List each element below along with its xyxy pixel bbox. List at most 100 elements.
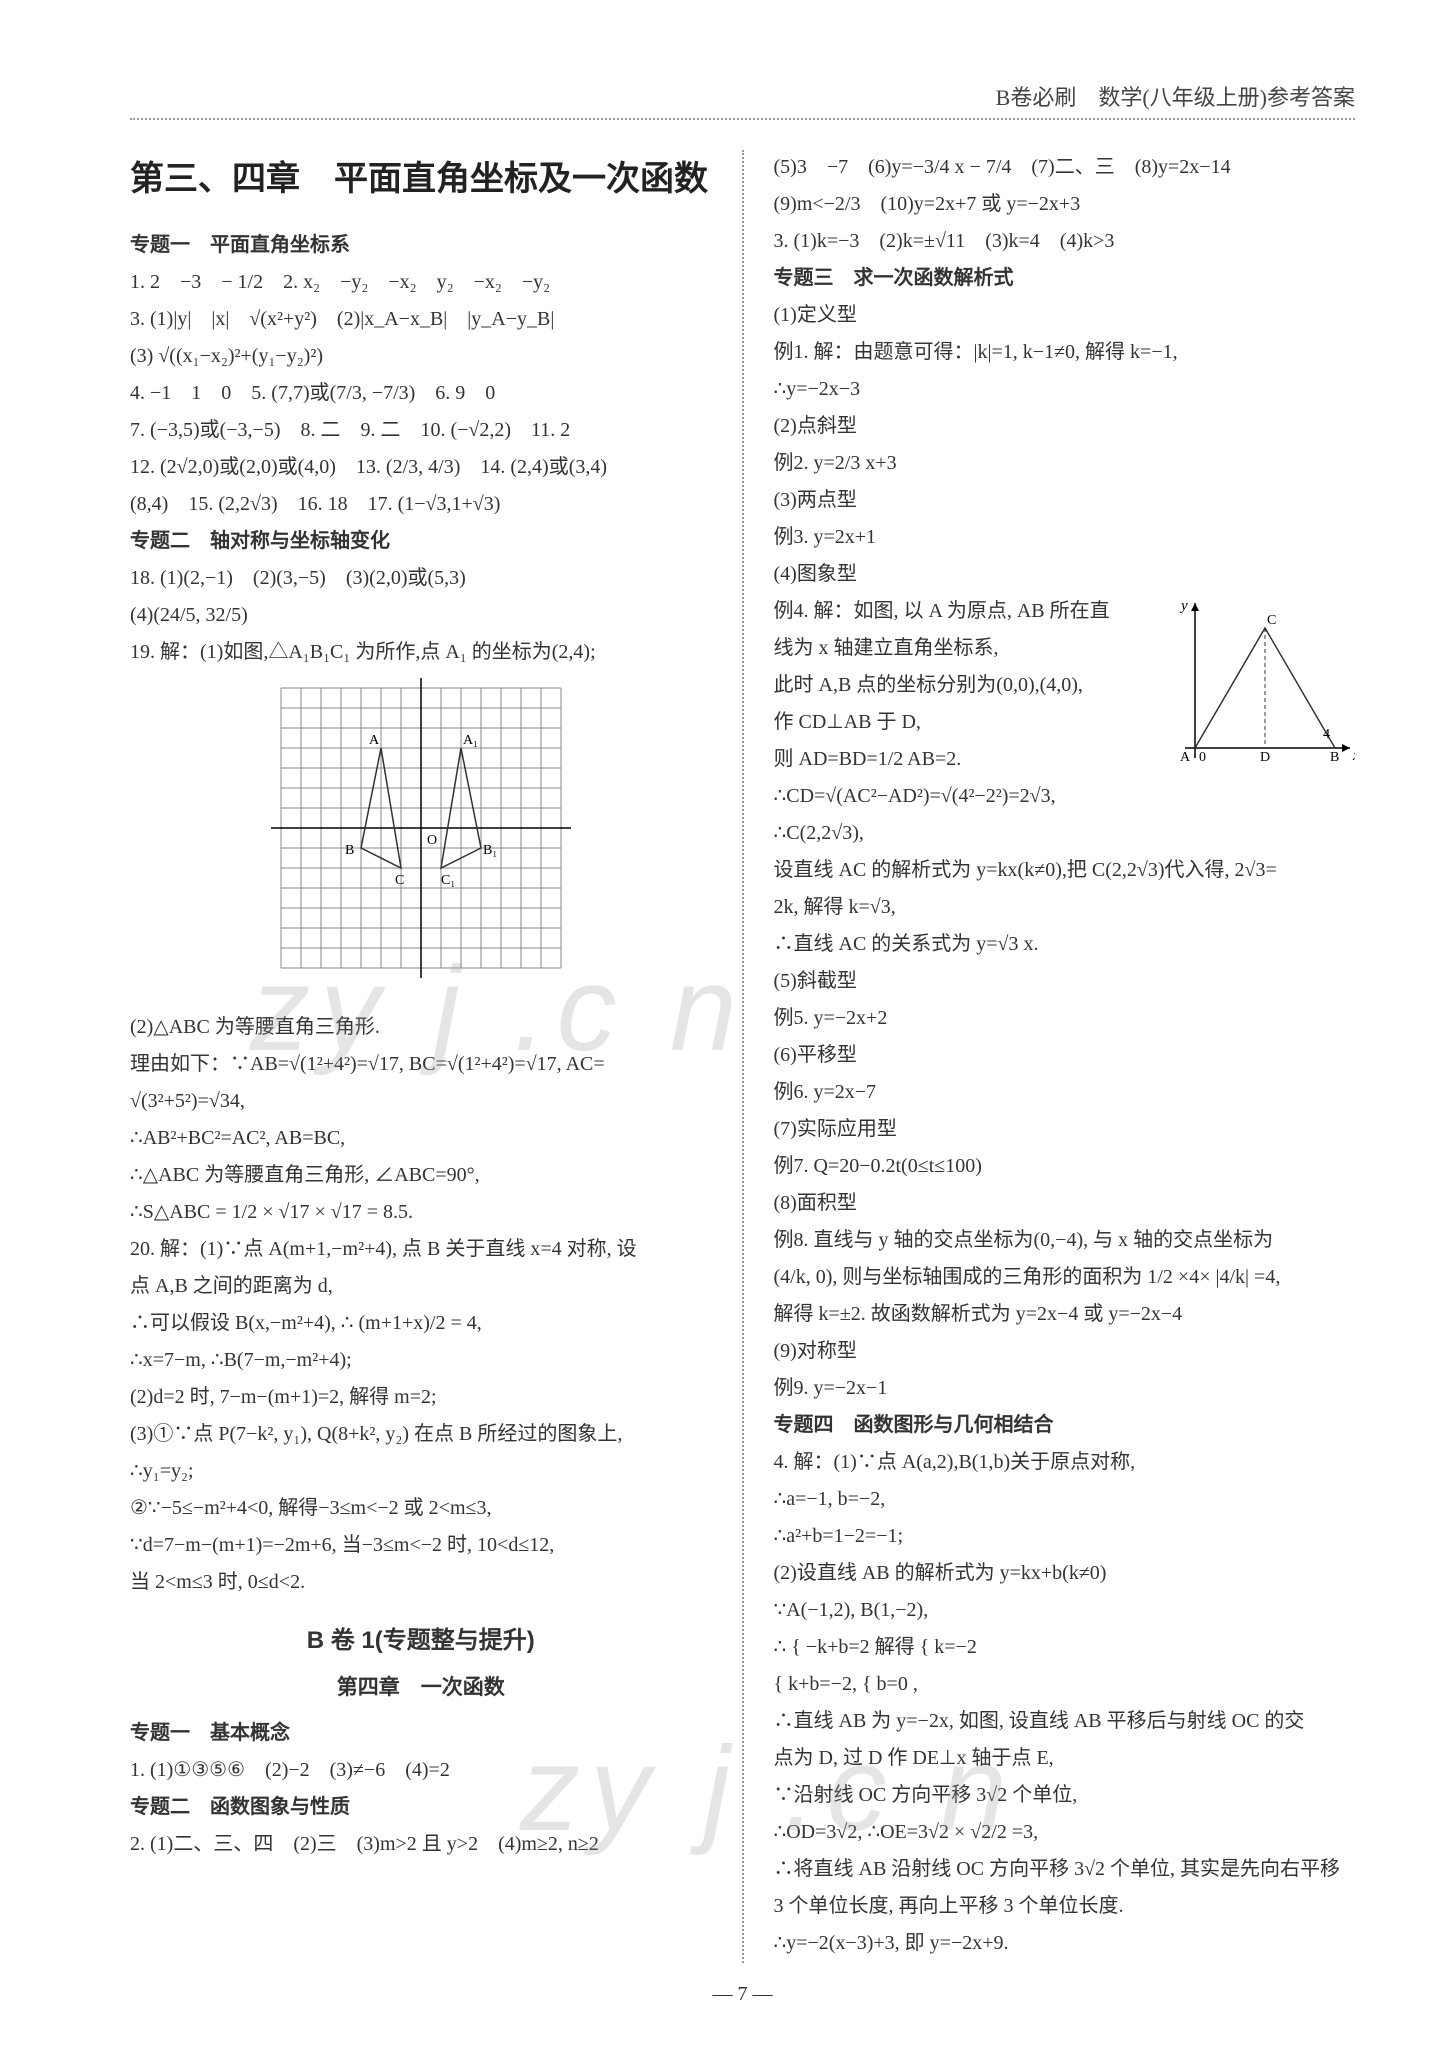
answer-line: ∴将直线 AB 沿射线 OC 方向平移 3√2 个单位, 其实是先向右平移 xyxy=(774,1852,1356,1887)
topic-heading: 专题二 轴对称与坐标轴变化 xyxy=(130,524,712,559)
answer-line: (8,4) 15. (2,2√3) 16. 18 17. (1−√3,1+√3) xyxy=(130,487,712,522)
answer-line: ∴x=7−m, ∴B(7−m,−m²+4); xyxy=(130,1343,712,1378)
svg-text:C: C xyxy=(395,873,404,888)
svg-text:A: A xyxy=(1180,750,1191,765)
answer-line: (3)两点型 xyxy=(774,483,1356,518)
answer-line: ∴△ABC 为等腰直角三角形, ∠ABC=90°, xyxy=(130,1158,712,1193)
answer-line: ∵沿射线 OC 方向平移 3√2 个单位, xyxy=(774,1778,1356,1813)
answer-line: (6)平移型 xyxy=(774,1038,1356,1073)
topic-heading: 专题三 求一次函数解析式 xyxy=(774,261,1356,296)
answer-line: 3 个单位长度, 再向上平移 3 个单位长度. xyxy=(774,1889,1356,1924)
answer-line: 例8. 直线与 y 轴的交点坐标为(0,−4), 与 x 轴的交点坐标为 xyxy=(774,1223,1356,1258)
answer-line: (4)图象型 xyxy=(774,557,1356,592)
answer-line: 当 2<m≤3 时, 0≤d<2. xyxy=(130,1565,712,1600)
answer-line: (2)d=2 时, 7−m−(m+1)=2, 解得 m=2; xyxy=(130,1380,712,1415)
answer-line: 20. 解：(1)∵点 A(m+1,−m²+4), 点 B 关于直线 x=4 对… xyxy=(130,1232,712,1267)
svg-text:A: A xyxy=(369,733,380,748)
answer-line: 3. (1)k=−3 (2)k=±√11 (3)k=4 (4)k>3 xyxy=(774,224,1356,259)
answer-line: 1. 2 −3 − 1/2 2. x₂ −y₂ −x₂ y₂ −x₂ −y₂ xyxy=(130,265,712,300)
answer-line: 2. (1)二、三、四 (2)三 (3)m>2 且 y>2 (4)m≥2, n≥… xyxy=(130,1827,712,1862)
page-number: — 7 — xyxy=(130,1983,1355,2006)
svg-text:D: D xyxy=(1260,750,1270,765)
answer-line: (4/k, 0), 则与坐标轴围成的三角形的面积为 1/2 ×4× |4/k| … xyxy=(774,1260,1356,1295)
svg-text:C₁: C₁ xyxy=(441,873,455,888)
answer-line: { k+b=−2, { b=0 , xyxy=(774,1667,1356,1702)
topic-heading: 专题二 函数图象与性质 xyxy=(130,1790,712,1825)
coordinate-grid-svg: x y O A A₁ B B₁ C C₁ xyxy=(271,678,571,988)
answer-line: (9)m<−2/3 (10)y=2x+7 或 y=−2x+3 xyxy=(774,187,1356,222)
svg-text:A₁: A₁ xyxy=(463,733,478,748)
answer-line: 4. 解：(1)∵点 A(a,2),B(1,b)关于原点对称, xyxy=(774,1445,1356,1480)
grid-graph: x y O A A₁ B B₁ C C₁ xyxy=(130,678,712,1000)
answer-line: ∴a=−1, b=−2, xyxy=(774,1482,1356,1517)
answer-line: (2)设直线 AB 的解析式为 y=kx+b(k≠0) xyxy=(774,1556,1356,1591)
answer-line: (2)点斜型 xyxy=(774,409,1356,444)
svg-text:0: 0 xyxy=(1199,750,1206,765)
answer-line: 18. (1)(2,−1) (2)(3,−5) (3)(2,0)或(5,3) xyxy=(130,561,712,596)
answer-line: ∴ { −k+b=2 解得 { k=−2 xyxy=(774,1630,1356,1665)
topic-heading: 专题四 函数图形与几何相结合 xyxy=(774,1408,1356,1443)
answer-line: 1. (1)①③⑤⑥ (2)−2 (3)≠−6 (4)=2 xyxy=(130,1753,712,1788)
answer-line: 点 A,B 之间的距离为 d, xyxy=(130,1269,712,1304)
answer-line: 3. (1)|y| |x| √(x²+y²) (2)|x_A−x_B| |y_A… xyxy=(130,302,712,337)
section-b-subtitle: 第四章 一次函数 xyxy=(130,1670,712,1707)
answer-line: (8)面积型 xyxy=(774,1186,1356,1221)
page-header: B卷必刷 数学(八年级上册)参考答案 xyxy=(130,80,1355,120)
answer-line: ∴y=−2x−3 xyxy=(774,372,1356,407)
answer-line: 例2. y=2/3 x+3 xyxy=(774,446,1356,481)
section-b-title: B 卷 1(专题整与提升) xyxy=(130,1620,712,1662)
svg-text:O: O xyxy=(427,833,437,848)
page: B卷必刷 数学(八年级上册)参考答案 第三、四章 平面直角坐标及一次函数 专题一… xyxy=(0,0,1455,2046)
svg-text:x: x xyxy=(1352,748,1355,764)
answer-line: 例3. y=2x+1 xyxy=(774,520,1356,555)
answer-line: 2k, 解得 k=√3, xyxy=(774,890,1356,925)
svg-text:B: B xyxy=(345,843,354,858)
topic-heading: 专题一 平面直角坐标系 xyxy=(130,228,712,263)
chapter-title: 第三、四章 平面直角坐标及一次函数 xyxy=(130,150,712,210)
answer-line: 例9. y=−2x−1 xyxy=(774,1371,1356,1406)
answer-line: ∵d=7−m−(m+1)=−2m+6, 当−3≤m<−2 时, 10<d≤12, xyxy=(130,1528,712,1563)
answer-line: ②∵−5≤−m²+4<0, 解得−3≤m<−2 或 2<m≤3, xyxy=(130,1491,712,1526)
triangle-diagram: x y A 0 D B 4 C xyxy=(1175,598,1355,785)
answer-line: 4. −1 1 0 5. (7,7)或(7/3, −7/3) 6. 9 0 xyxy=(130,376,712,411)
answer-line: 点为 D, 过 D 作 DE⊥x 轴于点 E, xyxy=(774,1741,1356,1776)
svg-text:y: y xyxy=(1179,598,1188,614)
triangle-svg: x y A 0 D B 4 C xyxy=(1175,598,1355,773)
answer-line: 理由如下：∵AB=√(1²+4²)=√17, BC=√(1²+4²)=√17, … xyxy=(130,1047,712,1082)
answer-line: (3) √((x₁−x₂)²+(y₁−y₂)²) xyxy=(130,339,712,374)
answer-line: 7. (−3,5)或(−3,−5) 8. 二 9. 二 10. (−√2,2) … xyxy=(130,413,712,448)
answer-line: (5)3 −7 (6)y=−3/4 x − 7/4 (7)二、三 (8)y=2x… xyxy=(774,150,1356,185)
answer-line: (9)对称型 xyxy=(774,1334,1356,1369)
answer-line: (5)斜截型 xyxy=(774,964,1356,999)
answer-line: ∴OD=3√2, ∴OE=3√2 × √2/2 =3, xyxy=(774,1815,1356,1850)
answer-line: ∴S△ABC = 1/2 × √17 × √17 = 8.5. xyxy=(130,1195,712,1230)
answer-line: ∴直线 AB 为 y=−2x, 如图, 设直线 AB 平移后与射线 OC 的交 xyxy=(774,1704,1356,1739)
two-column-layout: 第三、四章 平面直角坐标及一次函数 专题一 平面直角坐标系 1. 2 −3 − … xyxy=(130,150,1355,1963)
answer-line: ∴y=−2(x−3)+3, 即 y=−2x+9. xyxy=(774,1926,1356,1961)
svg-text:C: C xyxy=(1267,613,1276,628)
answer-line: ∴a²+b=1−2=−1; xyxy=(774,1519,1356,1554)
answer-line: (3)①∵点 P(7−k², y₁), Q(8+k², y₂) 在点 B 所经过… xyxy=(130,1417,712,1452)
right-column: (5)3 −7 (6)y=−3/4 x − 7/4 (7)二、三 (8)y=2x… xyxy=(774,150,1356,1963)
answer-line: 12. (2√2,0)或(2,0)或(4,0) 13. (2/3, 4/3) 1… xyxy=(130,450,712,485)
answer-line: 例7. Q=20−0.2t(0≤t≤100) xyxy=(774,1149,1356,1184)
answer-line: ∴C(2,2√3), xyxy=(774,816,1356,851)
answer-line: (4)(24/5, 32/5) xyxy=(130,598,712,633)
answer-line: 解得 k=±2. 故函数解析式为 y=2x−4 或 y=−2x−4 xyxy=(774,1297,1356,1332)
answer-line: 设直线 AC 的解析式为 y=kx(k≠0),把 C(2,2√3)代入得, 2√… xyxy=(774,853,1356,888)
answer-line: (2)△ABC 为等腰直角三角形. xyxy=(130,1010,712,1045)
answer-line: 例5. y=−2x+2 xyxy=(774,1001,1356,1036)
answer-line: 19. 解：(1)如图,△A₁B₁C₁ 为所作,点 A₁ 的坐标为(2,4); xyxy=(130,635,712,670)
column-divider xyxy=(742,150,744,1963)
answer-line: ∴AB²+BC²=AC², AB=BC, xyxy=(130,1121,712,1156)
answer-line: (1)定义型 xyxy=(774,298,1356,333)
answer-line: ∵A(−1,2), B(1,−2), xyxy=(774,1593,1356,1628)
topic-heading: 专题一 基本概念 xyxy=(130,1716,712,1751)
answer-line: ∴y₁=y₂; xyxy=(130,1454,712,1489)
answer-line: 例1. 解：由题意可得：|k|=1, k−1≠0, 解得 k=−1, xyxy=(774,335,1356,370)
svg-text:B: B xyxy=(1330,750,1339,765)
answer-line: 例6. y=2x−7 xyxy=(774,1075,1356,1110)
answer-line: (7)实际应用型 xyxy=(774,1112,1356,1147)
svg-text:B₁: B₁ xyxy=(483,843,497,858)
svg-text:4: 4 xyxy=(1323,727,1330,742)
